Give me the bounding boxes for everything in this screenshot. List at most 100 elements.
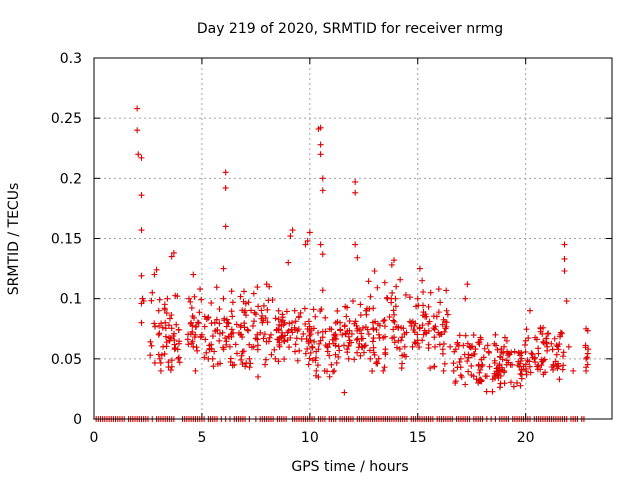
data-point [534, 363, 541, 370]
data-point [206, 342, 213, 349]
data-point [342, 303, 349, 310]
data-point [414, 295, 421, 302]
data-point [245, 299, 252, 306]
data-point [319, 187, 326, 194]
data-point [486, 363, 493, 370]
data-point [248, 307, 255, 314]
data-point [399, 352, 406, 359]
data-point [302, 321, 309, 328]
data-point [493, 342, 500, 349]
data-point [261, 331, 268, 338]
data-point [185, 341, 192, 348]
data-point [162, 333, 169, 340]
data-point [439, 350, 446, 357]
data-point [431, 363, 438, 370]
data-point [491, 370, 498, 377]
data-point [462, 332, 469, 339]
data-point [263, 356, 270, 363]
data-point [304, 345, 311, 352]
data-point [159, 324, 166, 331]
data-point [285, 259, 292, 266]
data-point [250, 290, 257, 297]
chart-title: Day 219 of 2020, SRMTID for receiver nrm… [197, 21, 503, 37]
data-point [252, 335, 259, 342]
data-point [168, 312, 175, 319]
data-point [276, 343, 283, 350]
data-point [223, 323, 230, 330]
data-point [369, 368, 376, 375]
data-point [399, 360, 406, 367]
data-point [289, 319, 296, 326]
data-point [272, 315, 279, 322]
y-tick-label: 0.2 [60, 171, 82, 187]
data-point [305, 361, 312, 368]
data-point [301, 305, 308, 312]
data-point [345, 343, 352, 350]
data-point [395, 337, 402, 344]
data-point [390, 317, 397, 324]
data-point [170, 249, 177, 256]
data-point [534, 366, 541, 373]
data-point [307, 337, 314, 344]
data-point [278, 323, 285, 330]
data-point [310, 306, 317, 313]
data-point [254, 346, 261, 353]
data-point [229, 313, 236, 320]
data-point [427, 365, 434, 372]
data-point [376, 335, 383, 342]
data-point [386, 313, 393, 320]
data-point [289, 227, 296, 234]
data-point [272, 355, 279, 362]
data-point [552, 358, 559, 365]
data-point [151, 320, 158, 327]
data-point [528, 350, 535, 357]
data-point [138, 272, 145, 279]
data-point [476, 341, 483, 348]
data-point [560, 349, 567, 356]
data-point [489, 388, 496, 395]
data-point [381, 323, 388, 330]
data-point [273, 327, 280, 334]
data-point [292, 348, 299, 355]
data-point [158, 352, 165, 359]
data-point [222, 223, 229, 230]
data-point [190, 271, 197, 278]
data-point [239, 348, 246, 355]
data-point [316, 340, 323, 347]
data-point [436, 331, 443, 338]
data-point [166, 315, 173, 322]
data-point [216, 306, 223, 313]
y-tick-labels: 0 0.05 0.1 0.15 0.2 0.25 0.3 [51, 51, 82, 428]
data-point [293, 335, 300, 342]
data-point [460, 342, 467, 349]
data-point [542, 369, 549, 376]
data-point [240, 348, 247, 355]
data-point [366, 347, 373, 354]
data-point [357, 352, 364, 359]
data-point [243, 312, 250, 319]
data-point [412, 340, 419, 347]
data-point [561, 267, 568, 274]
data-point [431, 325, 438, 332]
data-point [339, 331, 346, 338]
data-point [526, 307, 533, 314]
data-point [228, 326, 235, 333]
data-point [425, 320, 432, 327]
data-point [397, 276, 404, 283]
data-point [526, 358, 533, 365]
data-point [365, 278, 372, 285]
data-point [241, 320, 248, 327]
data-point [239, 361, 246, 368]
data-point [365, 331, 372, 338]
data-point [362, 307, 369, 314]
data-point [205, 314, 212, 321]
data-point [262, 361, 269, 368]
data-point [464, 340, 471, 347]
data-point [163, 339, 170, 346]
data-point [210, 363, 217, 370]
data-point [354, 349, 361, 356]
data-point [175, 355, 182, 362]
data-point [545, 330, 552, 337]
data-point [356, 340, 363, 347]
